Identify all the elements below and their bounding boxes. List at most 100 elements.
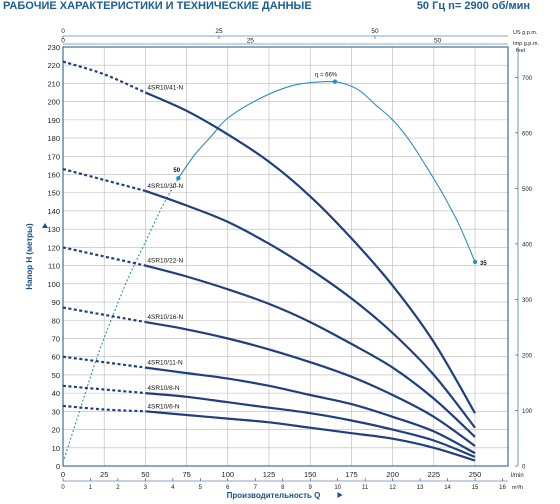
efficiency-curve-solid xyxy=(177,80,476,263)
curve-solid-1 xyxy=(145,189,476,429)
feet-tick-label-5: 500 xyxy=(522,187,533,193)
x-tick-label-1: 25 xyxy=(100,470,108,479)
feet-tick-label-6: 600 xyxy=(522,131,533,137)
x-tick-label-5: 125 xyxy=(263,470,276,479)
y-tick-label-9: 90 xyxy=(52,298,60,307)
x-tick-label-4: 100 xyxy=(222,470,235,479)
y-tick-label-18: 180 xyxy=(47,134,60,143)
y-tick-label-12: 120 xyxy=(47,243,60,252)
efficiency-point-0 xyxy=(176,175,181,181)
m3h-tick-label-1: 1 xyxy=(89,485,93,491)
m3h-tick-label-10: 10 xyxy=(334,485,341,491)
y-tick-label-5: 50 xyxy=(52,371,60,380)
us-gpm-tick-label-1: 25 xyxy=(215,28,223,35)
curve-solid-2 xyxy=(145,264,476,438)
curve-dashed-4 xyxy=(62,355,146,369)
frequency-speed-label: 50 Гц n= 2900 об/мин xyxy=(416,0,530,12)
curve-solid-3 xyxy=(145,321,476,447)
m3h-tick-label-6: 6 xyxy=(226,485,230,491)
curve-label-5: 4SR10/8-N xyxy=(147,385,179,392)
feet-tick-label-4: 400 xyxy=(522,242,533,248)
imp-gpm-tick-label-2: 50 xyxy=(434,38,442,45)
y-tick-label-17: 170 xyxy=(47,152,60,161)
y-tick-label-1: 10 xyxy=(52,444,60,453)
m3h-tick-label-5: 5 xyxy=(199,485,203,491)
curve-solid-5 xyxy=(145,392,476,458)
y-tick-label-6: 60 xyxy=(52,353,60,362)
y-tick-label-7: 70 xyxy=(52,334,60,343)
efficiency-curve xyxy=(62,79,478,463)
y-tick-label-16: 160 xyxy=(47,171,60,180)
y-tick-label-21: 210 xyxy=(47,79,60,88)
x-tick-label-0: 0 xyxy=(61,470,65,479)
y-axis-arrow xyxy=(42,223,48,228)
us-gpm-label: US g.p.m. xyxy=(513,30,538,36)
m3h-tick-label-15: 15 xyxy=(472,485,479,491)
m3h-tick-label-3: 3 xyxy=(144,485,148,491)
y-tick-label-13: 130 xyxy=(47,225,60,234)
x-tick-label-6: 150 xyxy=(304,470,317,479)
m3h-tick-label-0: 0 xyxy=(61,485,65,491)
y-tick-label-4: 40 xyxy=(52,389,60,398)
feet-tick-label-0: 0 xyxy=(522,465,526,471)
y-tick-label-2: 20 xyxy=(52,426,60,435)
y-axis-title: Напор H (метры) xyxy=(25,223,34,290)
curve-label-6: 4SR10/6-N xyxy=(147,403,179,410)
m3h-label: m³/h xyxy=(512,485,523,491)
feet-label: feet xyxy=(516,48,526,54)
chart-grid xyxy=(62,46,508,467)
curve-solid-0 xyxy=(144,91,476,414)
m3h-tick-label-12: 12 xyxy=(389,485,396,491)
us-gpm-tick-label-0: 0 xyxy=(61,28,65,35)
y-tick-label-8: 80 xyxy=(52,316,60,325)
feet-tick-label-1: 100 xyxy=(522,409,533,415)
efficiency-point-1 xyxy=(332,79,338,84)
x-axis-arrow xyxy=(337,492,343,498)
us-gpm-tick-label-2: 50 xyxy=(371,28,379,35)
imp-gpm-tick-label-0: 0 xyxy=(61,38,65,45)
y-tick-label-15: 150 xyxy=(47,189,60,198)
imp-gpm-label: Imp g.p.m. xyxy=(513,41,539,47)
x-tick-label-7: 175 xyxy=(345,470,358,479)
y-tick-label-19: 190 xyxy=(47,116,60,125)
curve-label-3: 4SR10/16-N xyxy=(147,314,183,321)
curve-dashed-5 xyxy=(62,384,146,395)
x-unit-label: l/min xyxy=(511,473,524,479)
y-tick-label-20: 200 xyxy=(47,98,60,107)
efficiency-point-label-1: η = 66% xyxy=(315,73,338,79)
y-tick-label-11: 110 xyxy=(48,262,60,271)
curve-label-2: 4SR10/22-N xyxy=(147,258,183,265)
m3h-tick-label-2: 2 xyxy=(116,485,120,491)
pump-curves xyxy=(62,60,476,462)
feet-tick-label-7: 700 xyxy=(522,76,533,82)
feet-tick-label-2: 200 xyxy=(522,353,533,359)
y-tick-label-0: 0 xyxy=(56,462,60,471)
x-tick-label-10: 250 xyxy=(469,470,482,479)
m3h-tick-label-8: 8 xyxy=(281,485,285,491)
curve-solid-4 xyxy=(145,366,476,455)
m3h-tick-label-14: 14 xyxy=(444,485,451,491)
m3h-tick-label-4: 4 xyxy=(171,485,175,491)
x-tick-label-3: 75 xyxy=(182,470,190,479)
curve-dashed-0 xyxy=(62,60,146,94)
efficiency-point-2 xyxy=(472,259,478,265)
x-tick-label-9: 225 xyxy=(428,470,441,479)
efficiency-point-label-2: 35 xyxy=(480,261,487,267)
imp-gpm-tick-label-1: 25 xyxy=(247,38,255,45)
curve-label-1: 4SR10/30-N xyxy=(147,183,183,190)
plot-frame xyxy=(62,46,509,467)
page-title: РАБОЧИЕ ХАРАКТЕРИСТИКИ И ТЕХНИЧЕСКИЕ ДАН… xyxy=(3,0,312,12)
feet-tick-label-3: 300 xyxy=(522,298,533,304)
x-axis-title: Производительность Q xyxy=(227,491,321,500)
curve-solid-6 xyxy=(145,410,476,462)
curve-label-0: 4SR10/41-N xyxy=(147,85,183,92)
chart-labels: 50 η = 66% 35 4SR10/41-N 4SR10/30-N 4SR10/22-… xyxy=(147,73,487,411)
chart-axes: 0102030405060708090100110120130140150160… xyxy=(25,28,539,500)
y-tick-label-10: 100 xyxy=(47,280,60,289)
x-tick-label-2: 50 xyxy=(141,470,149,479)
efficiency-curve-dashed xyxy=(62,177,179,463)
x-tick-label-8: 200 xyxy=(386,470,399,479)
y-tick-label-14: 140 xyxy=(47,207,60,216)
